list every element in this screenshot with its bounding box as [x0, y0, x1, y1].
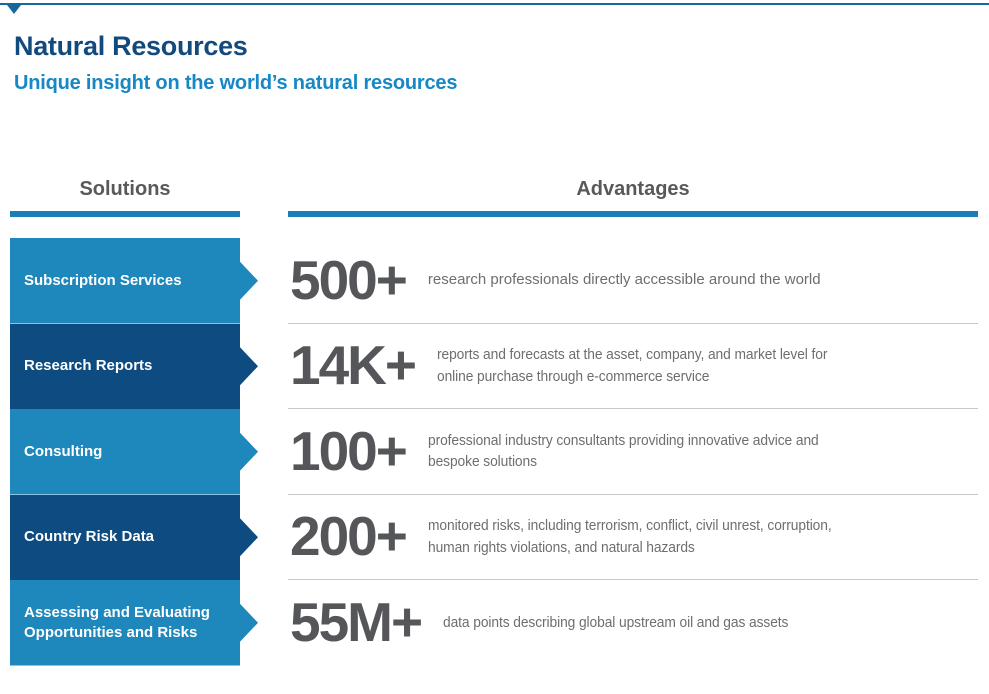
solution-item-label: Research Reports [24, 357, 153, 375]
solution-item-label: Country Risk Data [24, 528, 155, 546]
page-title: Natural Resources [14, 31, 248, 61]
solution-item-label: Consulting [24, 442, 103, 460]
down-triangle-marker-icon [7, 5, 21, 14]
advantages-header-rule [288, 211, 978, 217]
stat-value: 200+ [290, 505, 408, 568]
advantage-row: 500+ research professionals directly acc… [288, 238, 978, 324]
solution-item-research-reports: Research Reports [10, 324, 258, 410]
stat-value: 55M+ [290, 591, 423, 654]
page-subtitle: Unique insight on the world’s natural re… [14, 72, 458, 94]
solution-item-label: Assessing and Evaluating Opportunities a… [24, 603, 210, 641]
solution-item-subscription-services: Subscription Services [10, 238, 258, 324]
stat-value: 100+ [290, 419, 408, 482]
stat-value: 500+ [290, 248, 408, 311]
top-rule [0, 3, 989, 5]
stat-description: data points describing global upstream o… [443, 613, 789, 631]
stat-description: research professionals directly accessib… [427, 271, 821, 289]
advantage-row: 200+ monitored risks, including terroris… [288, 495, 978, 580]
solutions-list: Subscription Services Research Reports C… [10, 238, 258, 666]
advantages-column-header: Advantages [576, 178, 690, 200]
advantage-row: 14K+ reports and forecasts at the asset,… [288, 324, 978, 409]
solution-item-assessing-evaluating: Assessing and Evaluating Opportunities a… [10, 580, 258, 666]
stat-description: reports and forecasts at the asset, comp… [437, 346, 828, 385]
solution-item-consulting: Consulting [10, 409, 258, 495]
solutions-column-header: Solutions [79, 178, 171, 200]
advantage-row: 55M+ data points describing global upstr… [288, 580, 978, 666]
stat-description: professional industry consultants provid… [427, 431, 819, 471]
stat-description: monitored risks, including terrorism, co… [427, 517, 832, 556]
advantages-list: 500+ research professionals directly acc… [288, 238, 978, 666]
solutions-header-rule [10, 211, 240, 217]
advantage-row: 100+ professional industry consultants p… [288, 409, 978, 495]
solution-item-label: Subscription Services [24, 271, 182, 289]
stat-value: 14K+ [290, 334, 417, 397]
solution-item-country-risk-data: Country Risk Data [10, 495, 258, 581]
